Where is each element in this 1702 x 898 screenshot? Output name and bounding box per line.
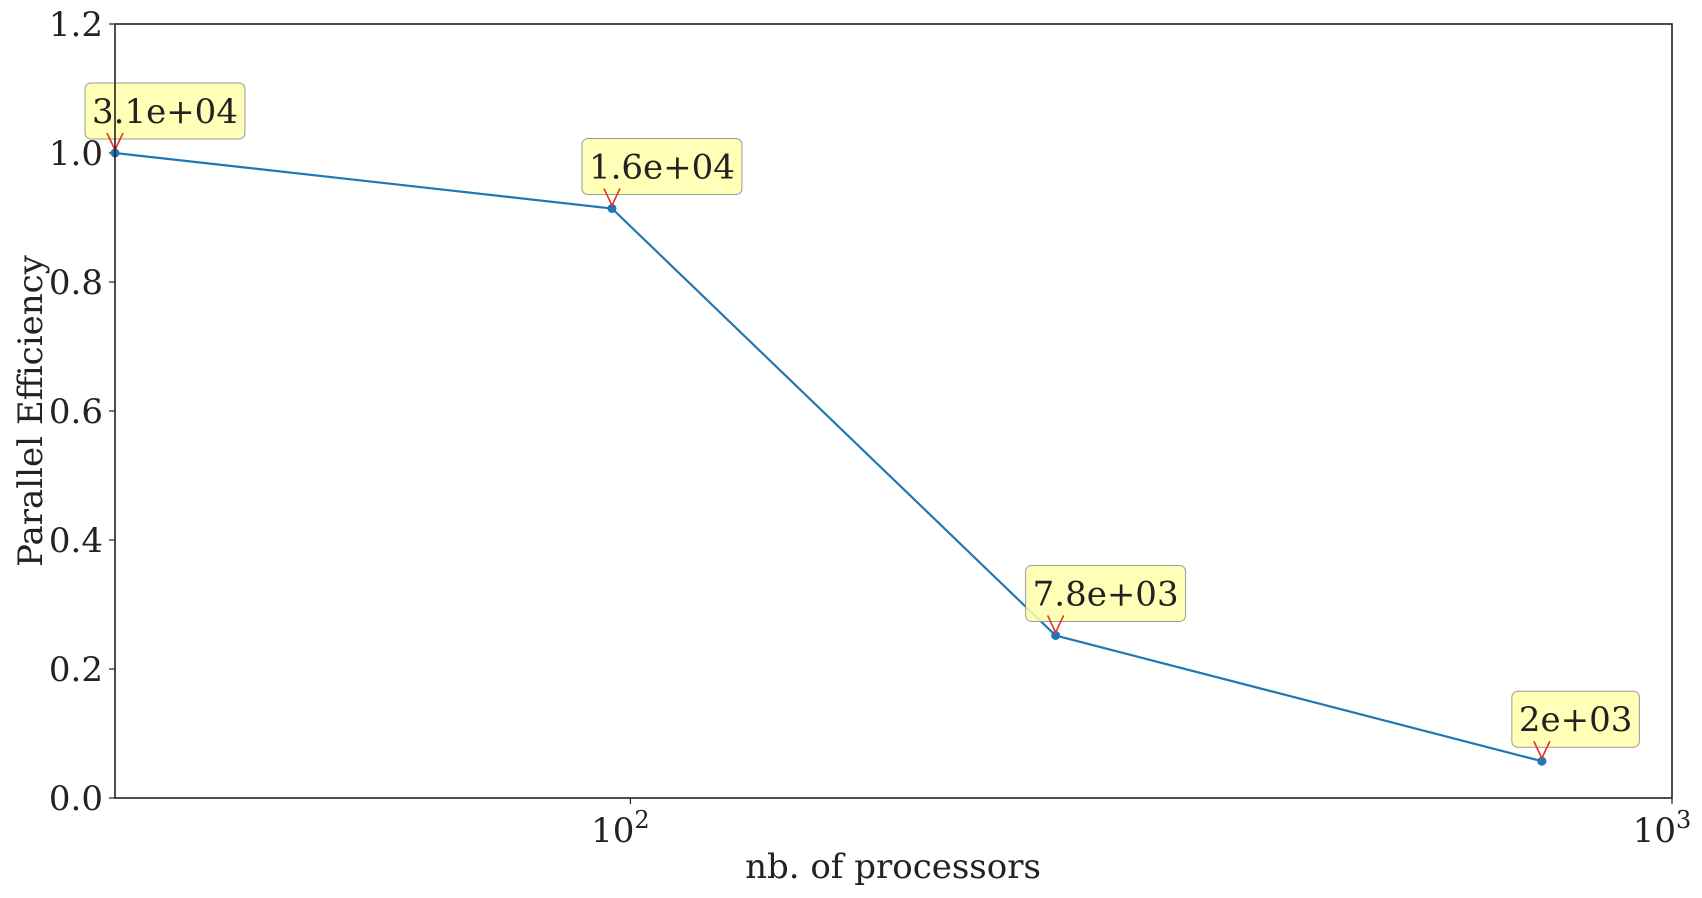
x-tick-exponent: 3 <box>1676 806 1691 834</box>
annotation-label: 3.1e+04 <box>92 92 238 132</box>
annotation-label: 2e+03 <box>1519 700 1633 740</box>
y-tick-label: 1.2 <box>49 5 103 45</box>
x-tick-label: 103 <box>1633 806 1692 851</box>
plot-frame <box>114 23 1673 799</box>
annotation-label: 1.6e+04 <box>589 147 735 187</box>
annotation: 3.1e+04 <box>84 82 246 152</box>
y-axis-label: Parallel Efficiency <box>11 254 51 567</box>
annotation-box <box>84 82 246 140</box>
y-tick-label: 0.2 <box>49 650 103 690</box>
series-line <box>114 151 1543 763</box>
x-tick-base: 10 <box>591 811 634 851</box>
x-axis-label: nb. of processors <box>745 847 1041 887</box>
annotation: 1.6e+04 <box>581 137 743 208</box>
y-tick-label: 0.0 <box>49 779 103 819</box>
x-tick-exponent: 2 <box>634 806 649 834</box>
data-point <box>1051 630 1061 640</box>
annotation: 7.8e+03 <box>1025 564 1187 635</box>
data-point <box>1537 756 1547 766</box>
data-point <box>607 203 617 213</box>
annotation-box <box>581 137 743 195</box>
annotation-label: 7.8e+03 <box>1033 574 1179 614</box>
x-tick-label: 102 <box>591 806 650 851</box>
annotation-box <box>1511 690 1640 748</box>
annotations-layer: 3.1e+04 1.6e+04 7.8e+03 2e+03 <box>84 82 1640 761</box>
annotation: 2e+03 <box>1511 690 1640 761</box>
series-layer <box>110 148 1547 766</box>
annotation-arrow <box>1046 615 1065 635</box>
y-tick-label: 0.6 <box>49 392 103 432</box>
y-tick-label: 0.8 <box>49 263 103 303</box>
y-tick-label: 1.0 <box>49 134 103 174</box>
y-tick-label: 0.4 <box>49 521 103 561</box>
annotation-box <box>1025 564 1187 622</box>
annotation-arrow <box>1533 740 1551 761</box>
annotation-arrow <box>603 188 621 208</box>
x-tick-base: 10 <box>1633 811 1676 851</box>
